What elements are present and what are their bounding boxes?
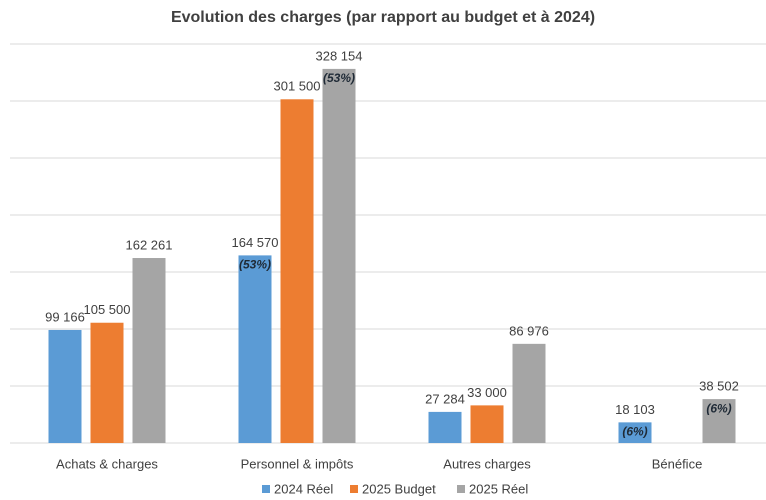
data-label: 18 103 bbox=[615, 402, 655, 417]
legend-label: 2024 Réel bbox=[274, 481, 333, 496]
legend-label: 2025 Réel bbox=[469, 481, 528, 496]
x-tick-label: Autres charges bbox=[443, 456, 531, 471]
data-label: 164 570 bbox=[232, 235, 279, 250]
data-label: 328 154 bbox=[316, 48, 363, 63]
bar bbox=[618, 422, 652, 443]
data-label: 27 284 bbox=[425, 391, 465, 406]
share-label: (6%) bbox=[622, 425, 647, 439]
data-label: 33 000 bbox=[467, 385, 507, 400]
data-label: 162 261 bbox=[126, 237, 173, 252]
bar bbox=[702, 399, 736, 443]
bar bbox=[90, 322, 124, 443]
legend-label: 2025 Budget bbox=[362, 481, 436, 496]
bar bbox=[48, 329, 82, 443]
data-label: 99 166 bbox=[45, 309, 85, 324]
data-label: 38 502 bbox=[699, 379, 739, 394]
legend-swatch bbox=[262, 485, 270, 493]
share-label: (53%) bbox=[323, 71, 355, 85]
bar bbox=[470, 405, 504, 443]
data-label: 86 976 bbox=[509, 323, 549, 338]
chart-title: Evolution des charges (par rapport au bu… bbox=[171, 9, 595, 26]
bar bbox=[512, 343, 546, 443]
x-tick-label: Personnel & impôts bbox=[241, 456, 354, 471]
share-label: (53%) bbox=[239, 258, 271, 272]
bar bbox=[280, 99, 314, 443]
bar bbox=[322, 68, 356, 443]
share-label: (6%) bbox=[706, 401, 731, 415]
x-tick-label: Achats & charges bbox=[56, 456, 158, 471]
bar bbox=[238, 255, 272, 443]
data-label: 301 500 bbox=[274, 79, 321, 94]
bar bbox=[132, 258, 166, 443]
x-tick-label: Bénéfice bbox=[652, 456, 703, 471]
legend-swatch bbox=[350, 485, 358, 493]
data-label: 105 500 bbox=[84, 302, 131, 317]
legend-swatch bbox=[457, 485, 465, 493]
bar bbox=[428, 411, 462, 443]
